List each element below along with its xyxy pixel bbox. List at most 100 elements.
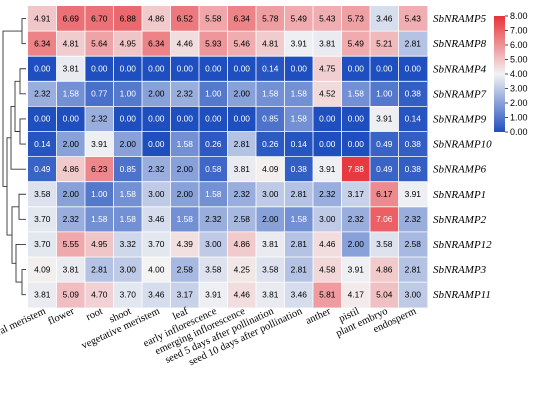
heatmap-cell	[398, 131, 428, 157]
cell-value-label: 0.00	[348, 63, 365, 73]
heatmap-cell	[227, 156, 257, 183]
cell-value-label: 2.00	[234, 89, 251, 99]
cell-value-label: 0.49	[34, 164, 51, 174]
cell-value-label: 0.58	[205, 164, 222, 174]
heatmap-cell	[28, 106, 57, 132]
heatmap-cell	[199, 56, 228, 82]
cell-value-label: 4.86	[148, 13, 165, 23]
heatmap-cell	[398, 56, 428, 82]
cell-value-label: 2.32	[348, 214, 365, 224]
cell-value-label: 3.91	[91, 139, 108, 149]
heatmap-cell	[256, 31, 285, 57]
cell-value-label: 0.00	[348, 139, 365, 149]
cell-value-label: 3.91	[348, 264, 365, 274]
heatmap-cell	[256, 106, 285, 132]
heatmap-cell	[370, 31, 399, 57]
heatmap-cell	[370, 156, 399, 183]
cell-value-label: 0.38	[291, 164, 308, 174]
heatmap-cell	[284, 206, 314, 233]
cell-value-label: 0.00	[319, 114, 336, 124]
cell-value-label: 0.00	[319, 139, 336, 149]
cell-value-label: 6.88	[120, 13, 137, 23]
heatmap-cell	[142, 106, 171, 132]
heatmap-cell	[113, 257, 143, 283]
heatmap-cell	[313, 231, 342, 258]
heatmap-cell	[227, 81, 257, 107]
heatmap-cell	[142, 156, 171, 183]
heatmap-cell	[370, 131, 399, 157]
heatmap-cell	[28, 181, 57, 208]
heatmap-cell	[56, 257, 86, 283]
heatmap-cell	[113, 81, 143, 107]
heatmap-cell	[227, 31, 257, 57]
heatmap-cell	[256, 156, 285, 183]
heatmap-cell	[56, 131, 86, 157]
cell-value-label: 4.91	[34, 13, 51, 23]
cell-value-label: 7.06	[376, 214, 393, 224]
heatmap-cell	[56, 6, 86, 32]
dendrogram-branch	[18, 193, 26, 220]
cell-value-label: 0.14	[291, 139, 308, 149]
dendrogram-branch	[14, 80, 20, 132]
heatmap-cell	[227, 6, 257, 32]
cell-value-label: 2.81	[291, 189, 308, 199]
heatmap-cell	[85, 181, 114, 208]
heatmap-cell	[398, 6, 428, 32]
heatmap-cell	[313, 6, 342, 32]
dendrogram-branch	[10, 105, 26, 170]
heatmap-cell	[284, 231, 314, 258]
heatmap-cell	[85, 31, 114, 57]
cell-value-label: 4.70	[91, 289, 108, 299]
cell-value-label: 3.32	[120, 239, 137, 249]
cell-value-label: 3.00	[148, 189, 165, 199]
heatmap-cell	[113, 31, 143, 57]
cell-value-label: 4.39	[177, 239, 194, 249]
heatmap-cell	[170, 31, 200, 57]
heatmap-cell	[56, 156, 86, 183]
heatmap-cell	[370, 6, 399, 32]
cell-value-label: 5.73	[348, 13, 365, 23]
heatmap-cell	[398, 31, 428, 57]
heatmap-cell	[56, 181, 86, 208]
heatmap-cell	[28, 56, 57, 82]
cell-value-label: 6.34	[234, 13, 251, 23]
cell-value-label: 2.00	[148, 89, 165, 99]
heatmap-cell	[170, 6, 200, 32]
cell-value-label: 4.46	[234, 289, 251, 299]
heatmap-cell	[284, 257, 314, 283]
cell-value-label: 0.77	[91, 89, 108, 99]
heatmap-cell	[227, 106, 257, 132]
heatmap-cell	[170, 56, 200, 82]
cell-value-label: 4.58	[319, 264, 336, 274]
cell-value-label: 0.85	[120, 164, 137, 174]
cell-value-label: 5.58	[205, 13, 222, 23]
cell-value-label: 1.00	[120, 89, 137, 99]
heatmap-cell	[199, 81, 228, 107]
cell-value-label: 2.32	[177, 89, 194, 99]
cell-value-label: 5.78	[262, 13, 279, 23]
heatmap-cell	[256, 282, 285, 308]
cell-value-label: 5.49	[291, 13, 308, 23]
heatmap-cell	[313, 282, 342, 308]
cell-value-label: 0.00	[34, 114, 51, 124]
heatmap-cell	[28, 257, 57, 283]
heatmap-cell	[56, 282, 86, 308]
cell-value-label: 2.32	[34, 89, 51, 99]
heatmap-cell	[313, 206, 342, 233]
cell-value-label: 0.00	[205, 114, 222, 124]
heatmap-cell	[284, 131, 314, 157]
heatmap-cell	[56, 31, 86, 57]
heatmap-cell	[170, 231, 200, 258]
colorbar-gradient	[494, 16, 505, 132]
cell-value-label: 4.75	[319, 63, 336, 73]
dendrogram-branch	[2, 30, 22, 187]
cell-value-label: 1.58	[205, 189, 222, 199]
cell-value-label: 3.17	[177, 289, 194, 299]
cell-value-label: 2.58	[234, 214, 251, 224]
cell-value-label: 3.58	[205, 264, 222, 274]
cell-value-label: 6.69	[63, 13, 80, 23]
cell-value-label: 2.32	[234, 189, 251, 199]
heatmap-cell	[28, 231, 57, 258]
cell-value-label: 1.58	[291, 214, 308, 224]
